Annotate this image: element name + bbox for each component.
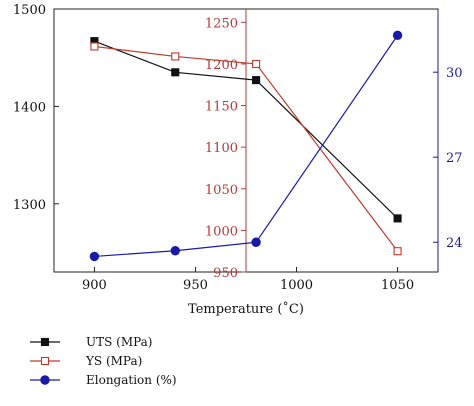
ys-data-point bbox=[252, 59, 261, 68]
elongation-data-point bbox=[89, 251, 100, 262]
elongation-data-point bbox=[170, 246, 180, 256]
ys-series-line bbox=[94, 45, 399, 252]
left-tick-label: 1500 bbox=[13, 3, 46, 18]
legend-ys-marker bbox=[40, 356, 50, 366]
left-tick-label: 1400 bbox=[13, 100, 46, 115]
right-tick-label: 27 bbox=[446, 151, 463, 166]
ys-data-point bbox=[393, 247, 402, 256]
x-tick-label: 1050 bbox=[381, 278, 414, 293]
inner-tick-label: 950 bbox=[213, 266, 238, 281]
x-tick-label: 900 bbox=[82, 278, 107, 293]
legend-elongation-marker bbox=[40, 375, 50, 385]
right-tick-label: 24 bbox=[446, 236, 463, 251]
elongation-series-line bbox=[94, 35, 399, 258]
uts-series-line bbox=[94, 40, 398, 219]
x-tick-label: 950 bbox=[183, 278, 208, 293]
right-tick-label: 30 bbox=[446, 66, 463, 81]
inner-tick-label: 1100 bbox=[205, 141, 238, 156]
legend-uts-label: UTS (MPa) bbox=[86, 335, 153, 349]
elongation-data-point bbox=[251, 237, 261, 247]
x-axis-title: Temperature (˚C) bbox=[188, 301, 304, 317]
uts-data-point bbox=[171, 68, 180, 77]
elongation-data-point bbox=[392, 30, 403, 41]
uts-data-point bbox=[393, 214, 402, 223]
ys-data-point bbox=[171, 52, 180, 61]
left-tick-label: 1300 bbox=[13, 198, 46, 213]
inner-tick-label: 1150 bbox=[205, 100, 238, 115]
inner-tick-label: 1050 bbox=[205, 183, 238, 198]
legend-elongation-label: Elongation (%) bbox=[86, 373, 177, 387]
ys-data-point bbox=[90, 42, 99, 51]
inner-tick-label: 1250 bbox=[205, 16, 238, 31]
legend-uts-marker bbox=[40, 337, 50, 347]
x-tick-label: 1000 bbox=[280, 278, 313, 293]
uts-data-point bbox=[252, 76, 261, 85]
legend-ys-label: YS (MPa) bbox=[85, 354, 142, 368]
inner-tick-label: 1000 bbox=[205, 224, 238, 239]
